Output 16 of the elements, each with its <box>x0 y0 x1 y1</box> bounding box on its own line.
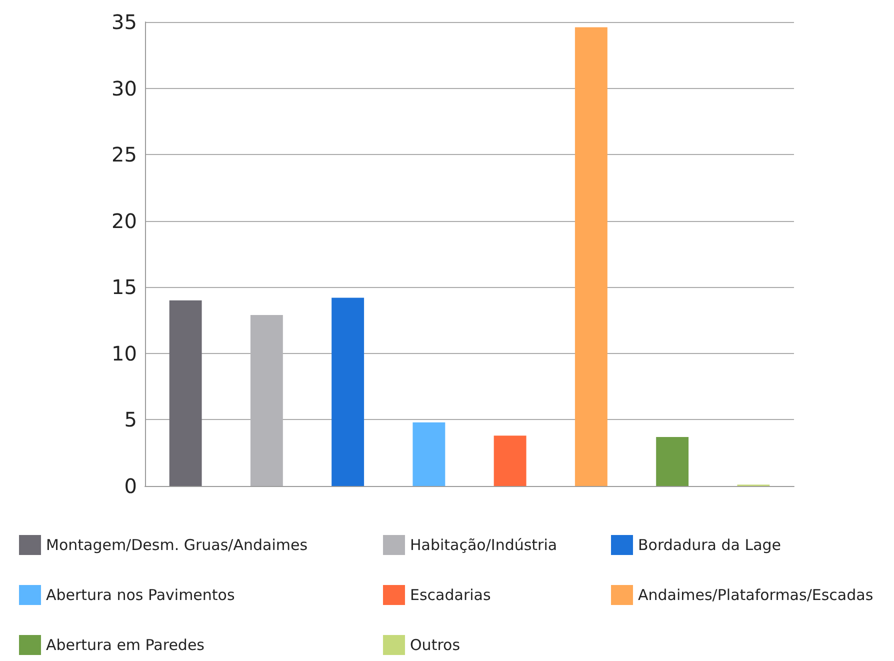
legend-label: Bordadura da Lage <box>638 536 782 554</box>
y-tick-label: 30 <box>112 76 137 100</box>
legend-label: Outros <box>410 636 460 654</box>
legend-label: Andaimes/Plataformas/Escadas <box>638 586 874 604</box>
legend-label: Montagem/Desm. Gruas/Andaimes <box>46 536 308 554</box>
legend-label: Abertura nos Pavimentos <box>46 586 235 604</box>
y-tick-label: 0 <box>124 474 137 498</box>
y-tick-label: 25 <box>112 142 137 167</box>
legend-label: Escadarias <box>410 586 491 604</box>
y-tick-label: 20 <box>112 208 137 233</box>
y-tick-label: 10 <box>112 341 137 366</box>
y-tick-label: 35 <box>112 10 137 34</box>
y-tick-label: 15 <box>112 275 137 300</box>
y-tick-label: 5 <box>124 408 137 432</box>
legend-label: Habitação/Indústria <box>410 536 558 554</box>
legend-label: Abertura em Paredes <box>46 636 205 654</box>
